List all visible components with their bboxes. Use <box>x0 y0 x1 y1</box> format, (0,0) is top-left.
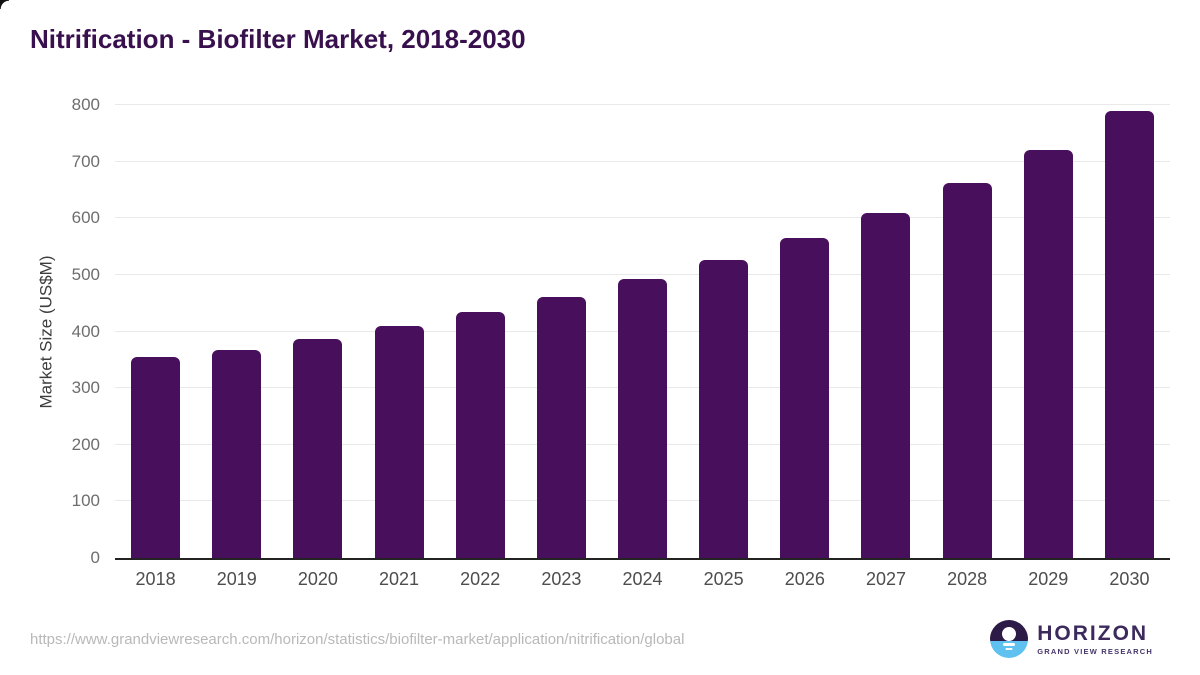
gridline <box>115 160 1170 162</box>
y-axis-tick-label: 0 <box>90 548 100 567</box>
bar-2025 <box>699 259 749 558</box>
y-axis-tick-label: 100 <box>71 491 100 511</box>
y-axis-tick-label: 700 <box>71 151 100 171</box>
bar-slot <box>521 105 602 558</box>
chart-title: Nitrification - Biofilter Market, 2018-2… <box>30 24 526 54</box>
x-axis-tick-label: 2021 <box>379 569 420 589</box>
bar-2018 <box>131 356 181 558</box>
y-axis-tick-label: 300 <box>71 378 100 398</box>
bar-2026 <box>780 238 830 558</box>
bar-2023 <box>536 296 586 558</box>
y-axis-ticks: 0 100 200 300 400 500 600 700 800 <box>0 95 100 567</box>
bar-slot <box>602 105 683 558</box>
bar-slot <box>196 105 277 558</box>
plot-area <box>115 104 1170 560</box>
y-axis-tick-label: 200 <box>71 434 100 454</box>
x-axis-tick-label: 2028 <box>947 569 988 589</box>
bar-2027 <box>861 212 911 558</box>
bar-slot <box>358 105 439 558</box>
y-axis-tick-label: 800 <box>71 95 100 114</box>
x-axis-tick-label: 2023 <box>541 569 582 589</box>
bar-slot <box>1089 105 1170 558</box>
screenshot-corner-artifact <box>0 0 9 9</box>
bar-2028 <box>942 183 992 558</box>
x-axis-labels: 2018 2019 2020 2021 2022 2023 2024 2025 2026 2027… <box>115 569 1170 590</box>
horizon-logo: HORIZON GRAND VIEW RESEARCH <box>990 620 1153 658</box>
gridline <box>115 104 1170 105</box>
y-axis-tick-label: 400 <box>71 321 100 341</box>
gridline <box>115 273 1170 275</box>
x-axis-tick-label: 2025 <box>703 569 744 589</box>
bar-2029 <box>1023 150 1073 558</box>
bar-slot <box>927 105 1008 558</box>
x-axis-tick-label: 2019 <box>216 569 257 589</box>
horizon-logo-icon <box>990 620 1029 658</box>
x-axis-tick-label: 2022 <box>460 569 501 589</box>
logo-name: HORIZON <box>1037 621 1149 645</box>
horizon-reflection-line-icon <box>1003 643 1016 646</box>
x-axis-tick-label: 2024 <box>622 569 663 589</box>
bar-slot <box>277 105 358 558</box>
bar-slot <box>845 105 926 558</box>
x-axis-tick-label: 2030 <box>1109 569 1150 589</box>
bar-slot <box>683 105 764 558</box>
bars <box>115 105 1170 558</box>
source-url: https://www.grandviewresearch.com/horizo… <box>30 631 685 648</box>
bar-slot <box>1008 105 1089 558</box>
y-axis-tick-label: 500 <box>71 264 100 284</box>
x-axis-tick-label: 2018 <box>135 569 176 589</box>
logo-tagline: GRAND VIEW RESEARCH <box>1037 646 1153 656</box>
y-axis-tick-label: 600 <box>71 208 100 228</box>
bar-slot <box>440 105 521 558</box>
x-axis-tick-label: 2020 <box>297 569 338 589</box>
sun-icon <box>1002 627 1017 641</box>
bar-2030 <box>1104 110 1154 558</box>
x-axis-tick-label: 2029 <box>1028 569 1069 589</box>
bar-slot <box>115 105 196 558</box>
bar-2021 <box>374 325 424 558</box>
bar-2024 <box>618 278 668 558</box>
bar-2020 <box>293 339 343 558</box>
logo-text: HORIZON GRAND VIEW RESEARCH <box>1037 623 1153 656</box>
x-axis-tick-label: 2027 <box>865 569 906 589</box>
gridline <box>115 217 1170 219</box>
horizon-reflection-line-icon <box>1005 647 1013 650</box>
x-axis-tick-label: 2026 <box>784 569 825 589</box>
bar-2022 <box>455 311 505 558</box>
bar-slot <box>764 105 845 558</box>
bar-2019 <box>212 350 262 558</box>
